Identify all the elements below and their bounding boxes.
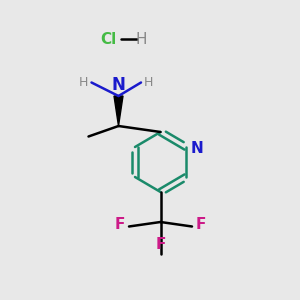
Text: H: H <box>144 76 153 89</box>
Text: F: F <box>115 217 125 232</box>
Polygon shape <box>114 96 123 126</box>
Text: N: N <box>112 76 125 94</box>
Text: H: H <box>79 76 88 89</box>
Text: Cl: Cl <box>100 32 116 46</box>
Text: N: N <box>190 141 203 156</box>
Text: H: H <box>135 32 147 46</box>
Text: F: F <box>155 237 166 252</box>
Text: F: F <box>196 217 206 232</box>
